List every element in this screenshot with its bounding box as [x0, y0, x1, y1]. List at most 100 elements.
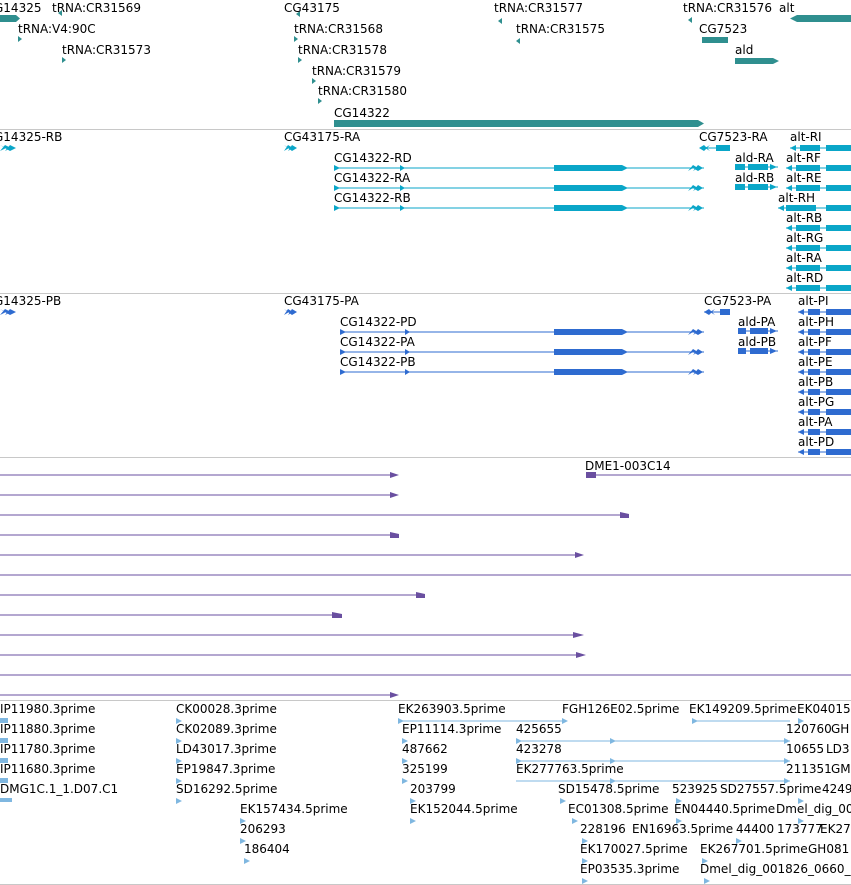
est-label[interactable]: 523925: [672, 782, 718, 796]
est-label[interactable]: 206293: [240, 822, 286, 836]
est-label[interactable]: LD43017.3prime: [176, 742, 277, 756]
est-label[interactable]: EK04015: [797, 702, 851, 716]
est-label[interactable]: EK152044.5prime: [410, 802, 518, 816]
est-label[interactable]: LD3: [826, 742, 850, 756]
gene-label[interactable]: tRNA:CR31573: [62, 43, 151, 57]
protein-label[interactable]: alt-PH: [798, 315, 834, 329]
est-label[interactable]: 10655: [786, 742, 825, 756]
genes-track: G14325 tRNA:CR31569 tRNA:V4:90C tRNA:CR3…: [0, 0, 851, 130]
transcript-label[interactable]: CG14322-RA: [334, 171, 411, 185]
transcript-label[interactable]: CG14322-RB: [334, 191, 411, 205]
est-label[interactable]: 173777: [777, 822, 823, 836]
est-label[interactable]: GH: [831, 722, 850, 736]
gene-label[interactable]: tRNA:V4:90C: [18, 22, 96, 36]
protein-label[interactable]: alt-PB: [798, 375, 834, 389]
transcript-label[interactable]: CG14322-RD: [334, 151, 412, 165]
est-mark: [244, 858, 250, 864]
est-label[interactable]: 228196: [580, 822, 626, 836]
transcript-label[interactable]: ald-RB: [735, 171, 775, 185]
transcript-label[interactable]: G14325-RB: [0, 130, 63, 144]
est-label[interactable]: 4249: [822, 782, 851, 796]
est-label[interactable]: 120760: [786, 722, 832, 736]
est-label[interactable]: SD27557.5prime: [720, 782, 822, 796]
transcript-label[interactable]: alt-RA: [786, 251, 822, 265]
protein-label[interactable]: ald-PB: [738, 335, 777, 349]
transcript-label[interactable]: ald-RA: [735, 151, 774, 165]
gene-label[interactable]: tRNA:CR31579: [312, 64, 401, 78]
transcript-label[interactable]: alt-RG: [786, 231, 824, 245]
est-label[interactable]: 325199: [402, 762, 448, 776]
protein-label[interactable]: alt-PD: [798, 435, 835, 449]
gene-label[interactable]: tRNA:CR31576: [683, 1, 772, 15]
est-label[interactable]: EP03535.3prime: [580, 862, 680, 876]
transcript-alt-re: [786, 185, 851, 191]
est-label[interactable]: EK277763.5prime: [516, 762, 624, 776]
protein-label[interactable]: CG14322-PB: [340, 355, 416, 369]
protein-label[interactable]: alt-PA: [798, 415, 833, 429]
est-label[interactable]: 211351: [786, 762, 832, 776]
gene-label[interactable]: tRNA:CR31569: [52, 1, 141, 15]
protein-label[interactable]: alt-PI: [798, 294, 829, 308]
est-label[interactable]: Dmel_dig_001826_0660_: [700, 862, 851, 876]
est-label[interactable]: EK27: [820, 822, 851, 836]
est-label[interactable]: FGH126E02.5prime: [562, 702, 680, 716]
est-label[interactable]: EP11114.3prime: [402, 722, 502, 736]
est-label[interactable]: SD15478.5prime: [558, 782, 660, 796]
est-label[interactable]: 423278: [516, 742, 562, 756]
gene-label[interactable]: tRNA:CR31575: [516, 22, 605, 36]
est-label[interactable]: EK170027.5prime: [580, 842, 688, 856]
est-label[interactable]: EN04440.5prime: [674, 802, 776, 816]
est-label[interactable]: EK149209.5prime: [689, 702, 797, 716]
transcript-label[interactable]: alt-RI: [790, 130, 822, 144]
transcript-label[interactable]: alt-RF: [786, 151, 821, 165]
transcript-label[interactable]: CG43175-RA: [284, 130, 361, 144]
gene-label[interactable]: ald: [735, 43, 754, 57]
est-label[interactable]: EP19847.3prime: [176, 762, 276, 776]
est-label[interactable]: EC01308.5prime: [568, 802, 669, 816]
est-label[interactable]: DMG1C.1_1.D07.C1: [0, 782, 119, 796]
transcript-label[interactable]: alt-RH: [778, 191, 816, 205]
est-label[interactable]: CK00028.3prime: [176, 702, 277, 716]
est-label[interactable]: 44400: [736, 822, 775, 836]
gene-label[interactable]: alt: [779, 1, 795, 15]
est-label[interactable]: GM: [831, 762, 851, 776]
est-label[interactable]: EK157434.5prime: [240, 802, 348, 816]
gene-label[interactable]: tRNA:CR31578: [298, 43, 387, 57]
gene-label[interactable]: G14325: [0, 1, 42, 15]
est-label[interactable]: 425655: [516, 722, 562, 736]
gene-label[interactable]: tRNA:CR31580: [318, 84, 407, 98]
est-label[interactable]: EN16963.5prime: [632, 822, 734, 836]
protein-label[interactable]: alt-PE: [798, 355, 833, 369]
protein-label[interactable]: CG7523-PA: [704, 294, 772, 308]
est-label[interactable]: Dmel_dig_00: [776, 802, 851, 816]
transcript-label[interactable]: alt-RE: [786, 171, 822, 185]
est-label[interactable]: IP11680.3prime: [0, 762, 96, 776]
gene-label[interactable]: tRNA:CR31568: [294, 22, 383, 36]
gene-label[interactable]: tRNA:CR31577: [494, 1, 583, 15]
protein-label[interactable]: ald-PA: [738, 315, 776, 329]
est-label[interactable]: 487662: [402, 742, 448, 756]
est-label[interactable]: EK263903.5prime: [398, 702, 506, 716]
gene-label[interactable]: CG7523: [699, 22, 748, 36]
est-label[interactable]: IP11980.3prime: [0, 702, 96, 716]
gene-label[interactable]: CG43175: [284, 1, 340, 15]
transcript-label[interactable]: CG7523-RA: [699, 130, 768, 144]
est-label[interactable]: 186404: [244, 842, 290, 856]
rna-label[interactable]: DME1-003C14: [585, 459, 671, 473]
est-label[interactable]: GH081: [808, 842, 850, 856]
est-label[interactable]: EK267701.5prime: [700, 842, 808, 856]
est-label[interactable]: 203799: [410, 782, 456, 796]
transcript-label[interactable]: alt-RB: [786, 211, 823, 225]
est-label[interactable]: IP11880.3prime: [0, 722, 96, 736]
protein-label[interactable]: alt-PF: [798, 335, 832, 349]
protein-label[interactable]: CG43175-PA: [284, 294, 359, 308]
est-label[interactable]: CK02089.3prime: [176, 722, 277, 736]
transcript-label[interactable]: alt-RD: [786, 271, 824, 285]
protein-label[interactable]: G14325-PB: [0, 294, 62, 308]
gene-label[interactable]: CG14322: [334, 106, 390, 120]
est-label[interactable]: IP11780.3prime: [0, 742, 96, 756]
est-label[interactable]: SD16292.5prime: [176, 782, 278, 796]
protein-label[interactable]: CG14322-PD: [340, 315, 417, 329]
protein-label[interactable]: CG14322-PA: [340, 335, 415, 349]
protein-label[interactable]: alt-PG: [798, 395, 835, 409]
